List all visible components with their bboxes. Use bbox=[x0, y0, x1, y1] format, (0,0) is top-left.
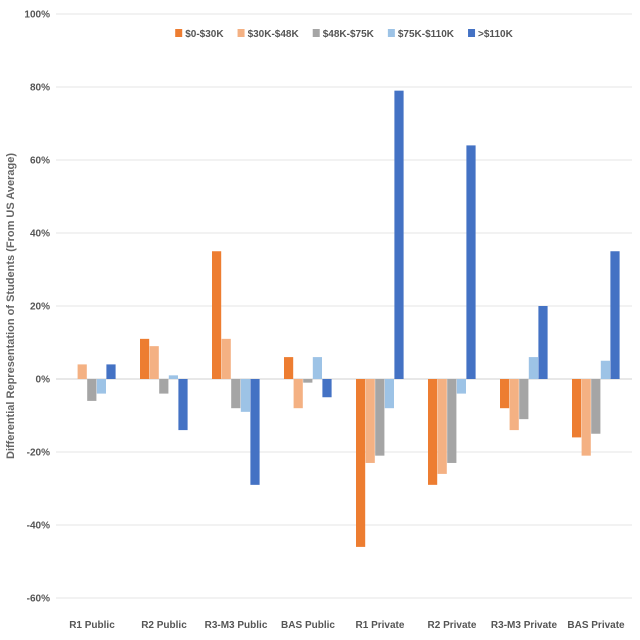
legend-label: $0-$30K bbox=[185, 29, 224, 40]
bar bbox=[447, 379, 457, 463]
x-category-label: R2 Public bbox=[141, 620, 187, 631]
bar bbox=[140, 338, 150, 379]
legend: $0-$30K $30K-$48K $48K-$75K $75K-$110K >$110… bbox=[175, 29, 514, 40]
bar bbox=[519, 379, 529, 420]
x-category-label: R2 Private bbox=[428, 620, 477, 631]
x-category-label: BAS Public bbox=[281, 620, 335, 631]
bar bbox=[600, 360, 610, 379]
bar bbox=[456, 379, 466, 394]
bar bbox=[221, 338, 231, 379]
bar bbox=[240, 379, 250, 412]
y-tick-label: 40% bbox=[30, 229, 50, 240]
x-category-label: R1 Private bbox=[356, 620, 405, 631]
y-tick-label: -20% bbox=[27, 448, 50, 459]
x-category-label: R1 Public bbox=[69, 620, 115, 631]
bar bbox=[303, 379, 313, 383]
bar bbox=[284, 357, 294, 379]
bar bbox=[168, 375, 178, 379]
bars bbox=[68, 90, 620, 547]
bar bbox=[77, 364, 87, 379]
bar bbox=[581, 379, 591, 456]
bar bbox=[394, 90, 404, 380]
bar bbox=[322, 379, 332, 398]
x-category-label: R3-M3 Public bbox=[205, 620, 268, 631]
y-tick-label: 20% bbox=[30, 302, 50, 313]
bar bbox=[591, 379, 601, 434]
bar bbox=[428, 379, 438, 485]
bar bbox=[466, 145, 476, 379]
bar bbox=[365, 379, 375, 463]
legend-swatch bbox=[387, 29, 395, 37]
bar bbox=[96, 379, 106, 394]
y-tick-label: 60% bbox=[30, 156, 50, 167]
y-axis-tick-labels: -60% -40% -20% 0% 20% 40% 60% 80% 100% bbox=[24, 10, 50, 605]
bar bbox=[293, 379, 303, 409]
legend-swatch bbox=[237, 29, 245, 37]
y-tick-label: 0% bbox=[36, 375, 51, 386]
y-tick-label: -60% bbox=[27, 594, 50, 605]
x-category-label: R3-M3 Private bbox=[491, 620, 558, 631]
legend-swatch bbox=[175, 29, 183, 37]
bar bbox=[437, 379, 447, 474]
bar bbox=[375, 379, 385, 456]
y-tick-label: 100% bbox=[24, 10, 50, 21]
bar bbox=[250, 379, 260, 485]
legend-label: >$110K bbox=[478, 29, 514, 40]
bar bbox=[500, 379, 510, 409]
bar bbox=[178, 379, 188, 431]
bar bbox=[356, 379, 366, 547]
y-axis-title: Differential Representation of Students … bbox=[5, 153, 17, 459]
y-tick-label: 80% bbox=[30, 83, 50, 94]
bar bbox=[312, 357, 322, 379]
bar bbox=[106, 364, 116, 379]
x-axis-category-labels: R1 Public R2 Public R3-M3 Public BAS Public… bbox=[69, 620, 625, 631]
bar bbox=[87, 379, 97, 401]
bar bbox=[610, 251, 620, 379]
bar bbox=[384, 379, 394, 409]
bar bbox=[509, 379, 519, 431]
bar bbox=[159, 379, 169, 394]
legend-swatch bbox=[468, 29, 476, 37]
bar bbox=[231, 379, 241, 409]
bar bbox=[538, 306, 548, 379]
legend-label: $75K-$110K bbox=[398, 29, 455, 40]
x-category-label: BAS Private bbox=[567, 620, 625, 631]
bar bbox=[528, 357, 538, 379]
y-tick-label: -40% bbox=[27, 521, 50, 532]
legend-label: $48K-$75K bbox=[323, 29, 375, 40]
bar bbox=[212, 251, 222, 379]
legend-swatch bbox=[312, 29, 320, 37]
bar bbox=[572, 379, 582, 438]
bar bbox=[149, 346, 159, 379]
legend-label: $30K-$48K bbox=[248, 29, 300, 40]
